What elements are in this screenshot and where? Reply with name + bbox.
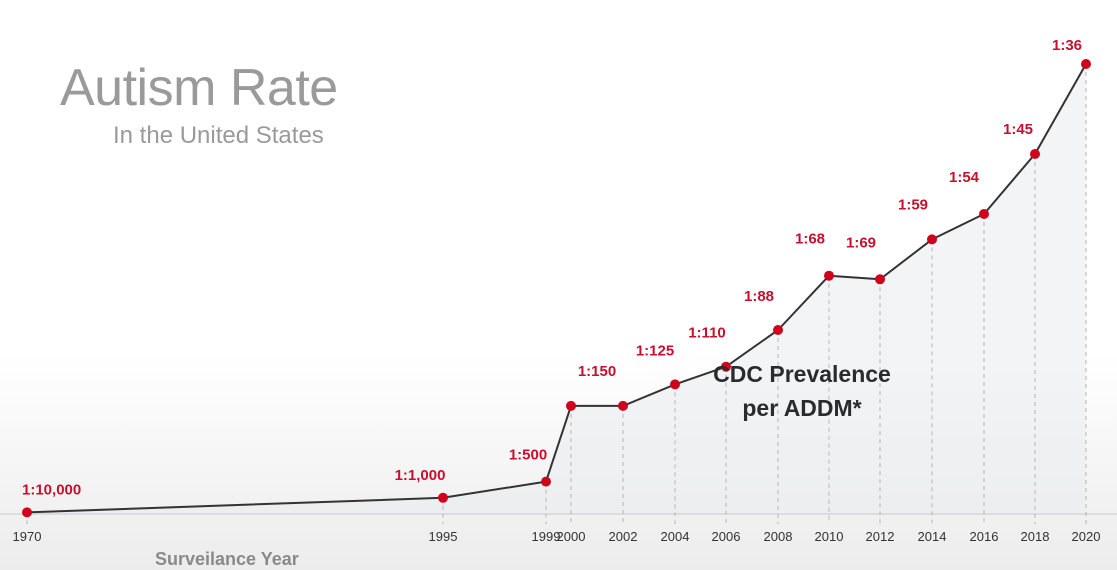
annotation-line-2: per ADDM*: [742, 395, 861, 421]
rate-label-2006: 1:110: [688, 325, 726, 342]
data-point-2012: [875, 274, 885, 285]
rate-label-2008: 1:88: [744, 288, 774, 305]
x-axis-title: Surveilance Year: [155, 549, 299, 569]
data-point-2008: [773, 325, 783, 335]
data-point-2002: [618, 400, 628, 411]
area-fill: [27, 64, 1086, 514]
rate-label-2000: 1:150: [578, 363, 616, 380]
data-point-2014: [927, 234, 937, 245]
data-point-2006: [721, 361, 731, 372]
x-tick-label-1995: 1995: [429, 529, 458, 544]
rate-label-2004: 1:125: [636, 342, 674, 359]
x-tick-label-2000: 2000: [557, 529, 586, 544]
rate-label-2018: 1:45: [1003, 121, 1033, 138]
data-point-1970: [22, 507, 32, 518]
rate-label-1995: 1:1,000: [395, 467, 446, 484]
data-point-1995: [438, 492, 448, 503]
annotation-line-1: CDC Prevalence: [713, 361, 891, 387]
rate-label-2014: 1:59: [898, 196, 928, 213]
chart-title: Autism Rate: [60, 59, 338, 117]
x-tick-label-2008: 2008: [764, 529, 793, 544]
x-tick-label-1999: 1999: [532, 529, 561, 544]
data-point-2016: [979, 209, 989, 219]
x-tick-label-2010: 2010: [815, 529, 844, 544]
x-tick-label-2020: 2020: [1072, 529, 1101, 544]
x-tick-label-1970: 1970: [13, 529, 42, 544]
x-tick-label-2012: 2012: [866, 529, 895, 544]
rate-label-2020: 1:36: [1052, 37, 1082, 54]
rate-label-1970: 1:10,000: [22, 481, 81, 498]
data-point-2000: [566, 400, 576, 411]
rate-label-1999: 1:500: [509, 447, 547, 464]
data-point-1999: [541, 476, 551, 487]
x-tick-label-2002: 2002: [609, 529, 638, 544]
x-tick-label-2016: 2016: [970, 529, 999, 544]
x-tick-label-2014: 2014: [918, 529, 947, 544]
data-point-2018: [1030, 149, 1040, 159]
rate-label-2012: 1:69: [846, 234, 876, 251]
chart-subtitle: In the United States: [113, 122, 324, 149]
series-line: [26, 63, 1087, 514]
x-tick-label-2018: 2018: [1021, 529, 1050, 544]
x-tick-label-2004: 2004: [661, 529, 690, 544]
rate-label-2010: 1:68: [795, 231, 825, 248]
rate-label-2016: 1:54: [949, 169, 980, 186]
data-point-2004: [670, 379, 680, 390]
data-point-2010: [824, 270, 834, 281]
data-point-2020: [1081, 59, 1091, 69]
x-tick-label-2006: 2006: [712, 529, 741, 544]
